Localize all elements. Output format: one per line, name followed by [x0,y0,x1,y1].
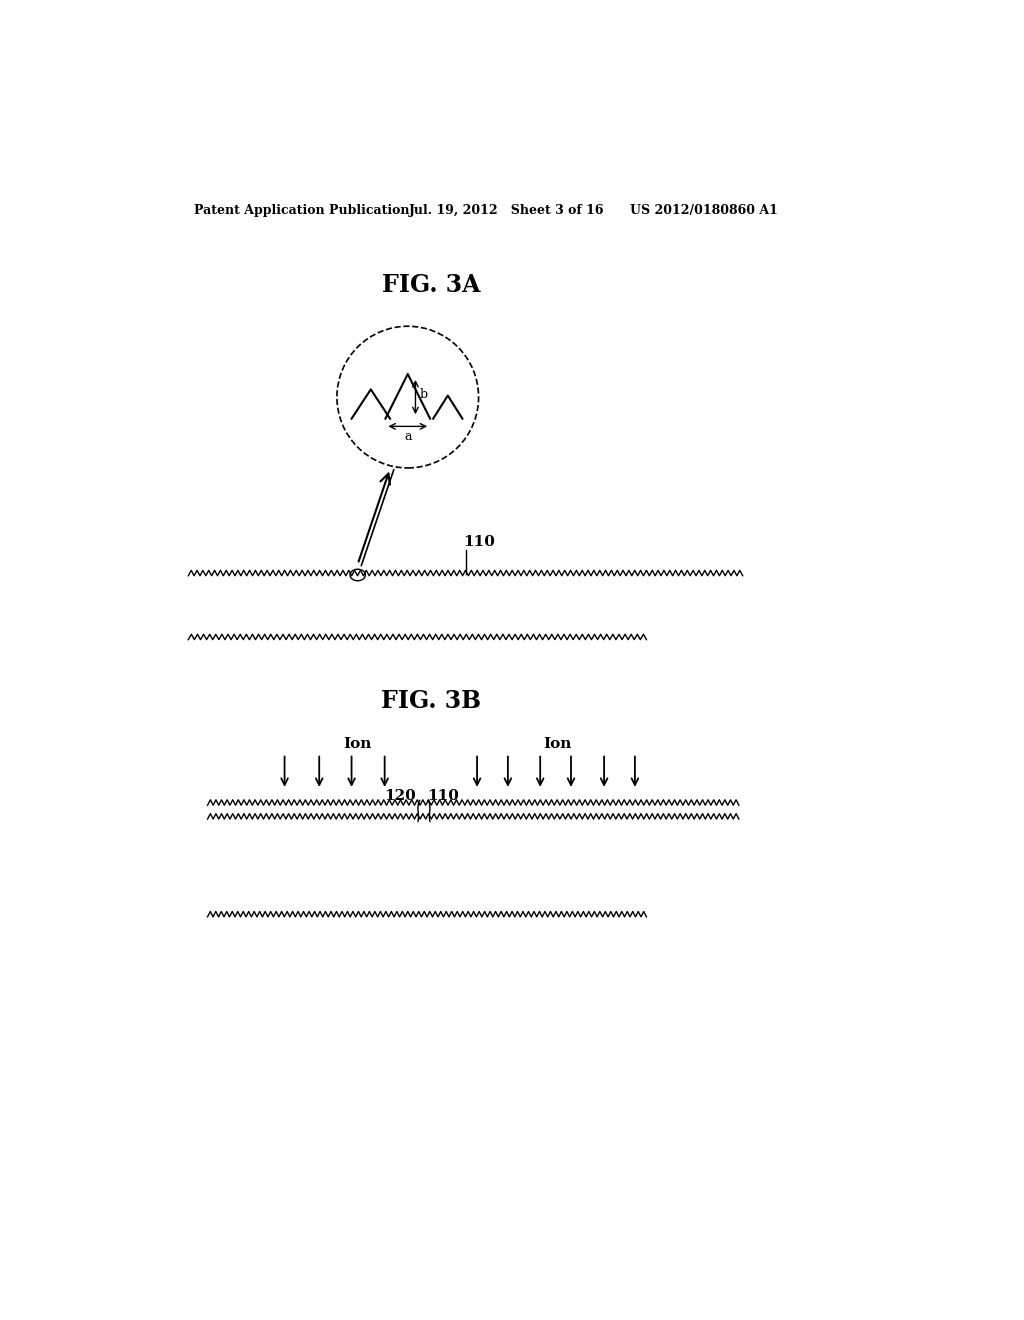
Text: 110: 110 [463,535,495,549]
Text: FIG. 3B: FIG. 3B [381,689,481,713]
Text: Jul. 19, 2012   Sheet 3 of 16: Jul. 19, 2012 Sheet 3 of 16 [410,205,605,218]
Text: US 2012/0180860 A1: US 2012/0180860 A1 [630,205,777,218]
Text: a: a [404,430,412,444]
Text: Patent Application Publication: Patent Application Publication [194,205,410,218]
Text: b: b [419,388,427,401]
Text: Ion: Ion [544,737,572,751]
Text: FIG. 3A: FIG. 3A [382,273,480,297]
Text: 120: 120 [384,789,416,803]
Text: 110: 110 [427,789,459,803]
Text: Ion: Ion [343,737,372,751]
